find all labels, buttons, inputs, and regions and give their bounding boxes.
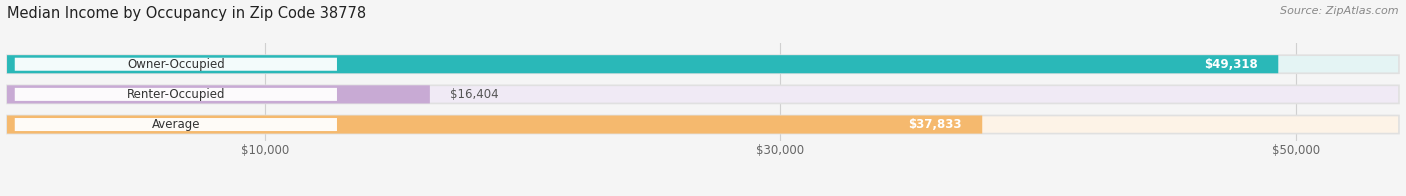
Text: $37,833: $37,833 xyxy=(908,118,962,131)
Text: Renter-Occupied: Renter-Occupied xyxy=(127,88,225,101)
FancyBboxPatch shape xyxy=(7,55,1278,73)
FancyBboxPatch shape xyxy=(7,85,1399,103)
FancyBboxPatch shape xyxy=(14,58,337,71)
Text: Average: Average xyxy=(152,118,200,131)
FancyBboxPatch shape xyxy=(7,55,1399,73)
FancyBboxPatch shape xyxy=(7,115,1399,134)
Text: Source: ZipAtlas.com: Source: ZipAtlas.com xyxy=(1281,6,1399,16)
Text: $49,318: $49,318 xyxy=(1204,58,1257,71)
FancyBboxPatch shape xyxy=(7,115,983,134)
FancyBboxPatch shape xyxy=(7,85,430,103)
Text: Owner-Occupied: Owner-Occupied xyxy=(127,58,225,71)
FancyBboxPatch shape xyxy=(14,88,337,101)
Text: Median Income by Occupancy in Zip Code 38778: Median Income by Occupancy in Zip Code 3… xyxy=(7,6,366,21)
FancyBboxPatch shape xyxy=(14,118,337,131)
Text: $16,404: $16,404 xyxy=(450,88,499,101)
